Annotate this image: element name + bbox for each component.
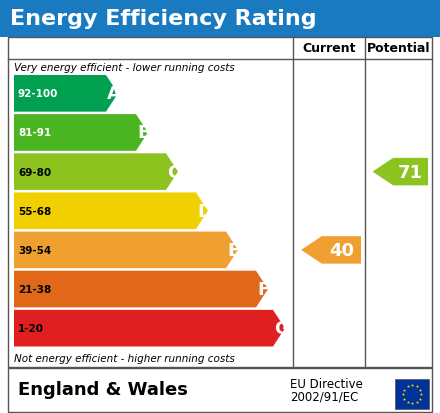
Bar	[8, 38, 432, 367]
Text: 40: 40	[329, 241, 354, 259]
Polygon shape	[14, 271, 268, 308]
Text: 1-20: 1-20	[18, 323, 44, 333]
Text: 81-91: 81-91	[18, 128, 51, 138]
Polygon shape	[14, 232, 238, 268]
Polygon shape	[14, 310, 285, 347]
Text: Very energy efficient - lower running costs: Very energy efficient - lower running co…	[14, 63, 235, 73]
Polygon shape	[14, 115, 148, 152]
Text: 55-68: 55-68	[18, 206, 51, 216]
Text: E: E	[227, 241, 239, 259]
Text: A: A	[107, 85, 121, 103]
Bar	[395, 379, 429, 409]
Text: 71: 71	[398, 163, 423, 181]
Polygon shape	[301, 237, 361, 264]
Text: 69-80: 69-80	[18, 167, 51, 177]
Text: D: D	[197, 202, 212, 220]
Bar	[0, 0, 440, 38]
Text: 21-38: 21-38	[18, 284, 51, 294]
Text: G: G	[274, 319, 289, 337]
Polygon shape	[14, 76, 118, 112]
Text: England & Wales: England & Wales	[18, 380, 188, 398]
Text: B: B	[137, 124, 150, 142]
Bar	[8, 368, 432, 412]
Text: 2002/91/EC: 2002/91/EC	[290, 389, 358, 403]
Text: C: C	[167, 163, 180, 181]
Text: 92-100: 92-100	[18, 89, 59, 99]
Text: EU Directive: EU Directive	[290, 377, 363, 391]
Text: Not energy efficient - higher running costs: Not energy efficient - higher running co…	[14, 353, 235, 363]
Text: Potential: Potential	[367, 43, 430, 55]
Text: F: F	[257, 280, 269, 298]
Text: 39-54: 39-54	[18, 245, 51, 255]
Polygon shape	[14, 154, 178, 190]
Polygon shape	[373, 159, 428, 186]
Polygon shape	[14, 193, 208, 230]
Text: Energy Efficiency Rating: Energy Efficiency Rating	[10, 9, 317, 29]
Text: Current: Current	[302, 43, 356, 55]
